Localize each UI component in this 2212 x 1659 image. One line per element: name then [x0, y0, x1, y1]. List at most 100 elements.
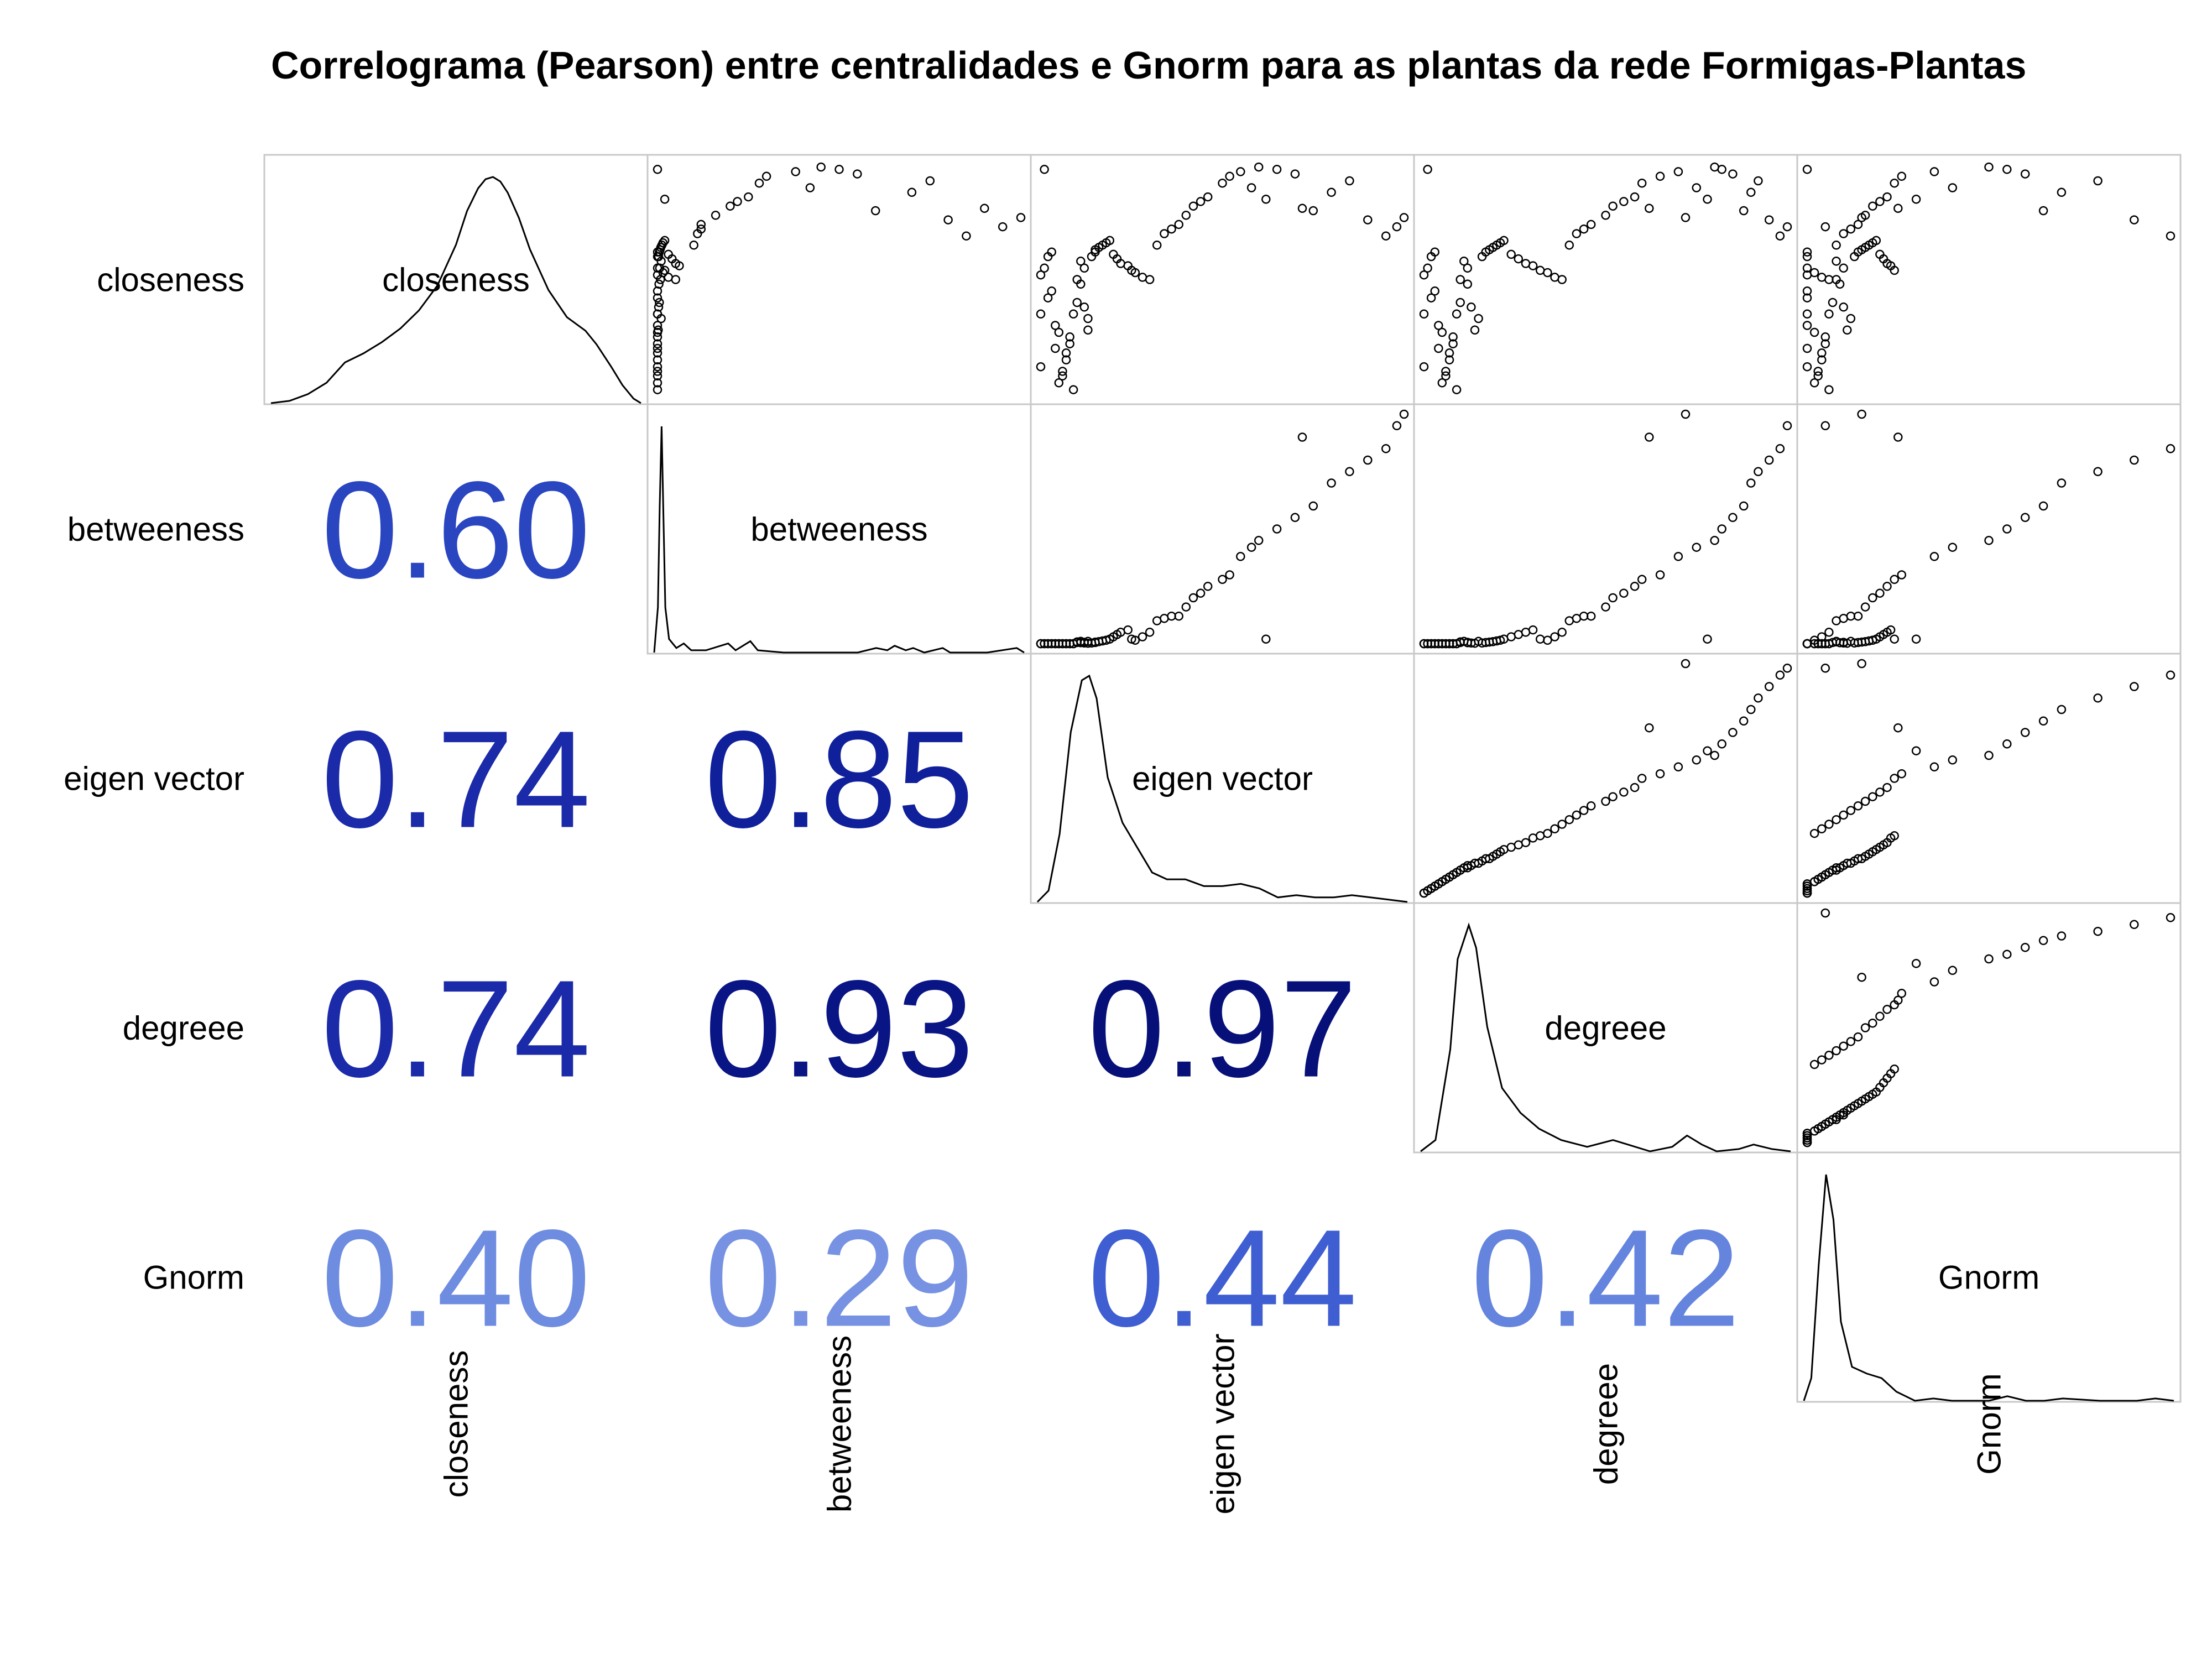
scatter-point [1703, 195, 1712, 204]
scatter-point [1681, 409, 1691, 419]
scatter-point [1608, 593, 1618, 603]
scatter-point [660, 265, 670, 275]
scatter-point [1174, 611, 1183, 621]
scatter-point [2057, 478, 2067, 488]
scatter-point [1739, 501, 1749, 511]
scatter-point [1619, 787, 1629, 797]
scatter-point [1882, 782, 1892, 792]
scatter-point [1746, 187, 1756, 197]
scatter-point [1564, 241, 1574, 250]
scatter-point [1619, 197, 1629, 206]
scatter-point [943, 215, 953, 225]
scatter-point [1824, 275, 1834, 284]
scatter-point [1929, 762, 1939, 772]
scatter-point [1040, 165, 1049, 174]
scatter-point [1817, 632, 1827, 641]
scatter-point [1272, 524, 1282, 534]
scatter-point [1586, 611, 1596, 621]
scatter-point [1802, 247, 1812, 257]
scatter-point [2166, 913, 2176, 922]
scatter-point [1586, 801, 1596, 811]
scatter-point [1911, 195, 1921, 204]
scatter-point [1860, 602, 1870, 612]
scatter-point [689, 241, 698, 250]
col-label-eigen-vector: eigen vector [1204, 1334, 1241, 1515]
correlation-degreee-closeness: 0.74 [321, 952, 591, 1106]
scatter-point [1246, 183, 1256, 192]
scatter-point [1557, 275, 1567, 284]
scatter-point [2166, 444, 2176, 453]
scatter-point [1065, 332, 1074, 342]
scatter-point [2020, 513, 2030, 523]
scatter-point [1875, 1011, 1885, 1021]
scatter-point [1145, 275, 1155, 284]
scatter-point [1645, 204, 1654, 213]
scatter-point [1835, 279, 1845, 289]
col-label-degreee: degreee [1588, 1363, 1625, 1485]
scatter-point [1764, 682, 1774, 691]
scatter-point [1893, 432, 1903, 442]
scatter-point [1754, 693, 1763, 703]
correlation-gnorm-betweeness: 0.29 [705, 1201, 974, 1355]
scatter-point [1068, 309, 1078, 319]
scatter-point [654, 302, 664, 312]
col-label-closeness: closeness [438, 1350, 475, 1498]
scatter-point [1557, 628, 1567, 637]
scatter-point [1820, 332, 1830, 342]
scatter-point [1543, 268, 1552, 278]
scatter-point [1246, 542, 1256, 552]
scatter-point [1782, 222, 1792, 232]
scatter-point [1145, 628, 1155, 637]
scatter-point [1543, 635, 1552, 645]
scatter-point [1911, 959, 1921, 968]
scatter-point [656, 314, 666, 324]
scatter-point [2130, 682, 2139, 691]
scatter-point [1739, 716, 1749, 726]
scatter-point [2093, 693, 2103, 703]
scatter-point [1572, 614, 1582, 623]
scatter-point [2093, 176, 2103, 186]
scatter-point [1746, 478, 1756, 488]
scatter-point [1802, 362, 1812, 372]
scatter-point [1717, 165, 1726, 174]
scatter-point [1853, 801, 1863, 811]
scatter-point [1459, 257, 1469, 266]
scatter-point [2093, 467, 2103, 477]
scatter-point [1040, 263, 1049, 273]
scatter-point [1911, 634, 1921, 644]
scatter-point [1775, 444, 1785, 453]
scatter-point [1381, 444, 1391, 453]
scatter-point [853, 169, 862, 179]
scatter-point [1846, 314, 1856, 324]
scatter-point [1225, 570, 1234, 580]
scatter-point [696, 224, 706, 234]
correlation-gnorm-closeness: 0.40 [321, 1201, 591, 1355]
scatter-point [1174, 220, 1183, 229]
scatter-point [1290, 513, 1300, 523]
correlation-eigen-vector-closeness: 0.74 [321, 702, 591, 857]
panel-closeness-degreee [1413, 154, 1798, 405]
scatter-point [1061, 348, 1071, 358]
scatter-point [1929, 977, 1939, 987]
scatter-point [655, 298, 664, 307]
scatter-point [1645, 723, 1654, 733]
scatter-point [1327, 187, 1336, 197]
scatter-point [1272, 165, 1282, 174]
scatter-point [1717, 739, 1726, 749]
scatter-point [1441, 367, 1451, 376]
scatter-point [1506, 249, 1516, 259]
scatter-point [1890, 831, 1899, 841]
scatter-point [658, 238, 668, 248]
scatter-point [1419, 362, 1429, 372]
scatter-point [1890, 178, 1899, 188]
scatter-point [1203, 192, 1213, 202]
diagonal-label-closeness: closeness [382, 262, 530, 299]
scatter-point [1710, 536, 1719, 545]
scatter-point [754, 178, 764, 188]
scatter-point [1857, 409, 1866, 419]
scatter-point [2038, 501, 2048, 511]
scatter-point [1692, 542, 1702, 552]
scatter-point [1984, 162, 1994, 172]
scatter-point [660, 195, 670, 204]
scatter-point [1550, 824, 1559, 834]
